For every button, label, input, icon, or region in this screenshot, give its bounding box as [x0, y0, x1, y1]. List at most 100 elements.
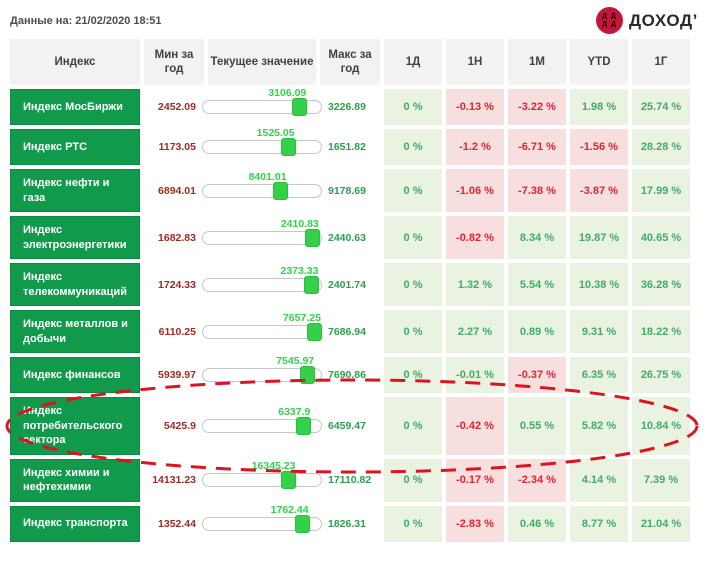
index-name-cell[interactable]: Индекс МосБиржи — [10, 89, 140, 125]
min-year-value: 1724.33 — [158, 278, 196, 291]
slider-handle[interactable] — [306, 322, 322, 341]
pct-cell-1d: 0 % — [384, 263, 442, 307]
min-year-value: 14131.23 — [152, 474, 196, 487]
index-name-cell[interactable]: Индекс потребительского сектора — [10, 397, 140, 455]
pct-cell-1m: 0.46 % — [508, 505, 566, 542]
header-1w: 1Н — [446, 39, 504, 85]
current-value-label: 7657.25 — [282, 311, 321, 324]
year-range-area: 5939.97 7545.97 7690.86 — [144, 355, 380, 393]
slider-handle[interactable] — [280, 138, 296, 156]
index-name-label: Индекс РТС — [23, 140, 88, 153]
current-value-label: 1762.44 — [270, 503, 309, 516]
slider-handle[interactable] — [292, 98, 308, 116]
max-year-value: 7686.94 — [328, 325, 366, 338]
index-name-cell[interactable]: Индекс РТС — [10, 129, 140, 165]
index-name-cell[interactable]: Индекс металлов и добычи — [10, 310, 140, 354]
header-current-value: Текущее значение — [208, 39, 316, 85]
pct-cell-ytd: 4.14 % — [570, 458, 628, 502]
pct-cell-ytd: 10.38 % — [570, 263, 628, 307]
pct-cell-1d: 0 % — [384, 458, 442, 502]
pct-cell-ytd: 8.77 % — [570, 505, 628, 542]
index-name-cell[interactable]: Индекс нефти и газа — [10, 169, 140, 213]
year-range-area: 14131.23 16345.23 17110.82 — [144, 459, 380, 502]
pct-cell-1d: 0 % — [384, 505, 442, 542]
slider-handle[interactable] — [304, 228, 320, 247]
index-name-cell[interactable]: Индекс транспорта — [10, 505, 140, 542]
index-name-cell[interactable]: Индекс финансов — [10, 357, 140, 394]
index-name-label: Индекс нефти и газа — [23, 177, 110, 204]
index-name-label: Индекс транспорта — [23, 517, 128, 530]
pct-cell-1m: -3.22 % — [508, 89, 566, 125]
slider-track[interactable] — [202, 100, 322, 114]
pct-cell-1y: 17.99 % — [632, 169, 690, 213]
index-name-cell[interactable]: Индекс электроэнергетики — [10, 216, 140, 260]
year-range-area: 6894.01 8401.01 9178.69 — [144, 169, 380, 212]
table-row: Индекс транспорта 1352.44 1762.44 1826.3… — [10, 503, 690, 542]
pct-cell-1d: 0 % — [384, 89, 442, 125]
pct-cell-1y: 10.84 % — [632, 397, 690, 455]
index-name-cell[interactable]: Индекс химии и нефтехимии — [10, 458, 140, 502]
index-name-label: Индекс химии и нефтехимии — [23, 466, 110, 494]
pct-cell-1w: 2.27 % — [446, 310, 504, 354]
year-range-slider[interactable]: 6337.9 — [202, 397, 322, 455]
table-row: Индекс финансов 5939.97 7545.97 7690.86 … — [10, 355, 690, 394]
slider-track[interactable] — [202, 516, 322, 531]
max-year-value: 2401.74 — [328, 278, 366, 291]
pct-cell-ytd: -1.56 % — [570, 129, 628, 165]
slider-handle[interactable] — [281, 471, 297, 490]
pct-cell-1m: -0.37 % — [508, 357, 566, 394]
max-year-value: 6459.47 — [328, 419, 366, 432]
slider-track[interactable] — [202, 183, 322, 198]
year-range-slider[interactable]: 8401.01 — [202, 169, 322, 212]
header-1d: 1Д — [384, 39, 442, 85]
year-range-area: 2452.09 3106.09 3226.89 — [144, 87, 380, 125]
current-value-label: 7545.97 — [276, 355, 315, 368]
current-value-label: 8401.01 — [248, 170, 287, 183]
slider-handle[interactable] — [304, 275, 320, 294]
slider-track[interactable] — [202, 473, 322, 488]
slider-handle[interactable] — [296, 416, 312, 435]
top-bar: Данные на: 21/02/2020 18:51 Д Д Д Д ДОХО… — [0, 0, 712, 39]
year-range-area: 5425.9 6337.9 6459.47 — [144, 397, 380, 455]
brand-logo: Д Д Д Д ДОХОД’ — [595, 7, 698, 34]
table-row: Индекс нефти и газа 6894.01 8401.01 9178… — [10, 169, 690, 213]
slider-track[interactable] — [202, 230, 322, 245]
min-year-value: 1173.05 — [158, 141, 196, 153]
slider-handle[interactable] — [294, 514, 310, 533]
table-row: Индекс металлов и добычи 6110.25 7657.25… — [10, 310, 690, 354]
pct-cell-1y: 25.74 % — [632, 89, 690, 125]
min-year-value: 5939.97 — [158, 369, 196, 382]
pct-cell-ytd: -3.87 % — [570, 169, 628, 213]
slider-handle[interactable] — [272, 181, 288, 200]
pct-cell-1m: -6.71 % — [508, 129, 566, 165]
table-row: Индекс МосБиржи 2452.09 3106.09 3226.89 … — [10, 87, 690, 125]
index-name-label: Индекс металлов и добычи — [23, 318, 128, 345]
pct-cell-1d: 0 % — [384, 310, 442, 354]
header-1y: 1Г — [632, 39, 690, 85]
year-range-slider[interactable]: 16345.23 — [202, 459, 322, 502]
year-range-area: 1173.05 1525.05 1651.82 — [144, 127, 380, 165]
year-range-slider[interactable]: 2373.33 — [202, 263, 322, 306]
year-range-area: 6110.25 7657.25 7686.94 — [144, 310, 380, 353]
slider-track[interactable] — [202, 140, 322, 154]
slider-track[interactable] — [202, 277, 322, 292]
year-range-slider[interactable]: 2410.83 — [202, 216, 322, 259]
year-range-slider[interactable]: 1762.44 — [202, 503, 322, 542]
max-year-value: 1651.82 — [328, 141, 366, 153]
pct-cell-1y: 7.39 % — [632, 458, 690, 502]
year-range-slider[interactable]: 7657.25 — [202, 310, 322, 353]
index-name-label: Индекс потребительского сектора — [23, 405, 123, 447]
pct-cell-1d: 0 % — [384, 397, 442, 455]
pct-cell-1m: -2.34 % — [508, 458, 566, 502]
year-range-slider[interactable]: 7545.97 — [202, 355, 322, 393]
pct-cell-ytd: 6.35 % — [570, 357, 628, 394]
slider-handle[interactable] — [300, 366, 316, 385]
slider-track[interactable] — [202, 324, 322, 339]
index-name-cell[interactable]: Индекс телекоммуникаций — [10, 263, 140, 307]
pct-cell-1y: 36.28 % — [632, 263, 690, 307]
pct-cell-1d: 0 % — [384, 357, 442, 394]
pct-cell-ytd: 9.31 % — [570, 310, 628, 354]
year-range-slider[interactable]: 3106.09 — [202, 87, 322, 125]
year-range-slider[interactable]: 1525.05 — [202, 127, 322, 165]
pct-cell-1m: 0.89 % — [508, 310, 566, 354]
